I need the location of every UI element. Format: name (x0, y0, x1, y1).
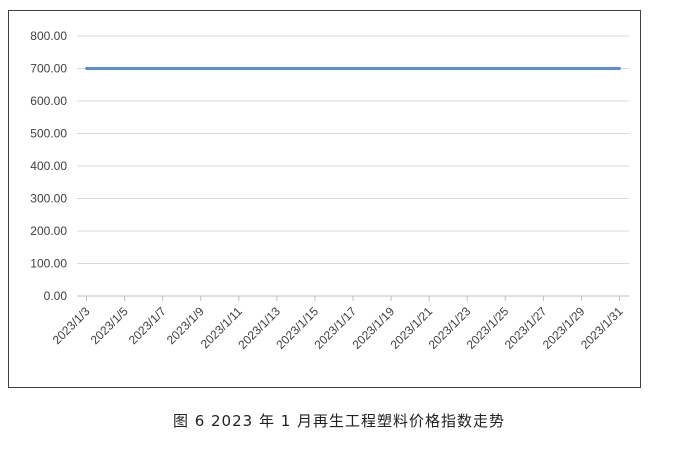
data-point (237, 67, 240, 70)
data-point (275, 67, 279, 70)
data-point (466, 67, 469, 70)
data-point (485, 67, 488, 70)
y-tick-label: 100.00 (30, 257, 67, 271)
data-point (561, 67, 564, 70)
y-tick-label: 700.00 (30, 62, 67, 76)
data-point (389, 67, 393, 70)
x-tick-label: 2023/1/5 (88, 304, 131, 347)
data-point (523, 67, 526, 70)
y-tick-label: 0.00 (44, 289, 68, 303)
data-point (294, 67, 298, 70)
x-tick-label: 2023/1/7 (126, 304, 169, 347)
data-point (85, 67, 88, 70)
y-tick-label: 400.00 (30, 159, 67, 173)
data-point (161, 67, 164, 70)
x-tick-label: 2023/1/31 (578, 304, 626, 352)
data-point (427, 67, 431, 70)
figure-caption: 图 6 2023 年 1 月再生工程塑料价格指数走势 (172, 412, 506, 430)
data-point (313, 67, 317, 70)
line-chart: 0.00 100.00 200.00 300.00 400.00 500.00 600.00… (30, 29, 629, 352)
y-tick-label: 800.00 (30, 29, 67, 43)
y-tick-label: 300.00 (30, 192, 67, 206)
data-point (199, 67, 202, 70)
data-point (542, 67, 545, 70)
y-tick-label: 600.00 (30, 94, 67, 108)
data-point (104, 67, 107, 70)
data-point (446, 67, 450, 70)
series-group (85, 67, 621, 70)
data-point (618, 67, 621, 70)
x-tick-label: 2023/1/3 (50, 304, 93, 347)
data-point (142, 67, 145, 70)
data-point (370, 67, 374, 70)
data-point (504, 67, 507, 70)
x-axis-ticks: 2023/1/32023/1/52023/1/72023/1/92023/1/1… (50, 296, 626, 352)
chart-frame: 0.00 100.00 200.00 300.00 400.00 500.00 600.00… (8, 10, 641, 388)
y-tick-label: 200.00 (30, 224, 67, 238)
data-point (599, 67, 602, 70)
data-point (408, 67, 412, 70)
y-axis-ticks: 0.00 100.00 200.00 300.00 400.00 500.00 600.00… (30, 29, 67, 303)
data-point (580, 67, 583, 70)
data-point (180, 67, 183, 70)
data-point (256, 67, 260, 70)
y-tick-label: 500.00 (30, 127, 67, 141)
data-point (332, 67, 336, 70)
data-point (123, 67, 126, 70)
gridlines (77, 35, 629, 264)
data-point (351, 67, 355, 70)
data-point (218, 67, 221, 70)
